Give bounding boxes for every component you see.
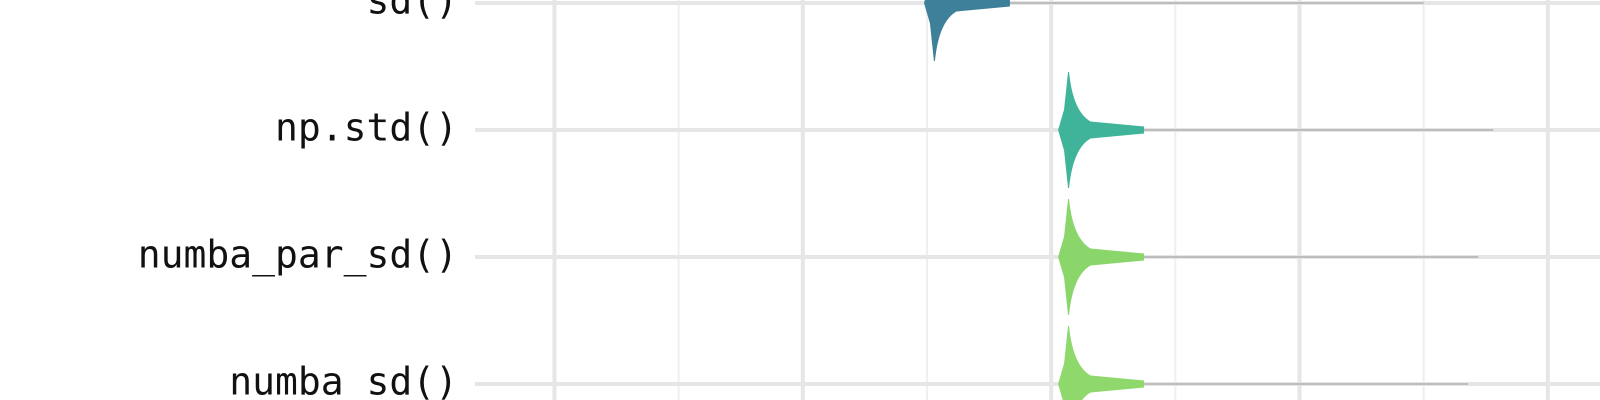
y-tick-label: numba_par_sd() [138, 233, 458, 278]
y-tick-label: sd() [366, 0, 458, 23]
violin [1058, 325, 1145, 400]
violin [1058, 198, 1145, 316]
violin [1058, 71, 1145, 189]
y-tick-label: numba_sd() [229, 360, 458, 400]
violin [923, 0, 1010, 62]
y-tick-label: np.std() [275, 106, 458, 150]
